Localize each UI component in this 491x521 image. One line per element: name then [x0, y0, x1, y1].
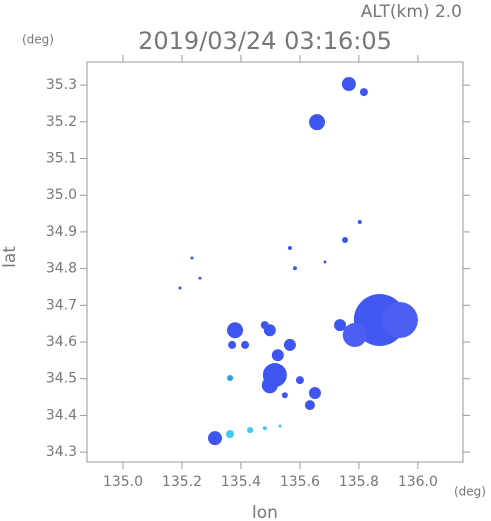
x-tick-label: 135.4	[221, 474, 261, 490]
echo-cell	[281, 392, 288, 399]
echo-cell	[308, 387, 321, 400]
echo-cell	[262, 426, 267, 431]
echo-cell	[357, 220, 362, 224]
x-tick-label: 135.2	[162, 474, 202, 490]
echo-cell	[342, 236, 349, 243]
x-axis-label: lon	[252, 503, 278, 521]
y-tick-label: 35.3	[46, 77, 77, 93]
x-tick-label: 135.6	[280, 474, 320, 490]
y-tick-label: 35.0	[46, 187, 77, 203]
plot-frame	[86, 61, 464, 463]
echo-cell	[295, 376, 304, 385]
echo-cell	[359, 88, 368, 97]
echo-cell	[304, 400, 315, 411]
echo-cell	[241, 340, 250, 349]
x-unit: (deg)	[454, 485, 486, 499]
echo-cell	[261, 377, 278, 394]
echo-cell	[228, 340, 237, 349]
echo-cell	[309, 114, 326, 131]
echo-cell	[381, 301, 418, 338]
echo-cell	[341, 77, 356, 92]
y-tick-label: 34.9	[46, 224, 77, 240]
echo-cell	[227, 322, 244, 339]
echo-cell	[323, 260, 327, 264]
x-tick-label: 135.0	[103, 474, 143, 490]
echo-cell	[292, 266, 297, 271]
chart-title: 2019/03/24 03:16:05	[138, 27, 392, 55]
x-tick-label: 136.0	[398, 474, 438, 490]
chart-subtitle: ALT(km) 2.0	[361, 2, 462, 22]
echo-cell	[260, 321, 269, 330]
y-tick-label: 34.7	[46, 297, 77, 313]
echo-cell	[283, 338, 296, 351]
y-tick-label: 34.3	[46, 444, 77, 460]
echo-cell	[207, 431, 222, 446]
x-tick-label: 135.8	[339, 474, 379, 490]
echo-cell	[178, 286, 182, 290]
y-unit: (deg)	[22, 33, 54, 47]
y-tick-label: 34.5	[46, 371, 77, 387]
echo-cell	[278, 424, 282, 428]
echo-cell	[227, 374, 234, 381]
echo-cell	[287, 246, 292, 251]
echo-cell	[271, 349, 284, 362]
echo-cell	[342, 323, 367, 348]
y-tick-label: 34.8	[46, 261, 77, 277]
y-tick-label: 35.1	[46, 151, 77, 167]
y-tick-label: 34.6	[46, 334, 77, 350]
echo-cell	[247, 427, 254, 434]
y-tick-label: 35.2	[46, 114, 77, 130]
y-axis-label: lat	[0, 246, 20, 268]
echo-cell	[198, 276, 202, 280]
y-tick-label: 34.4	[46, 407, 77, 423]
echo-cell	[226, 430, 235, 439]
echo-cell	[190, 256, 194, 260]
echo-cell	[334, 319, 347, 332]
